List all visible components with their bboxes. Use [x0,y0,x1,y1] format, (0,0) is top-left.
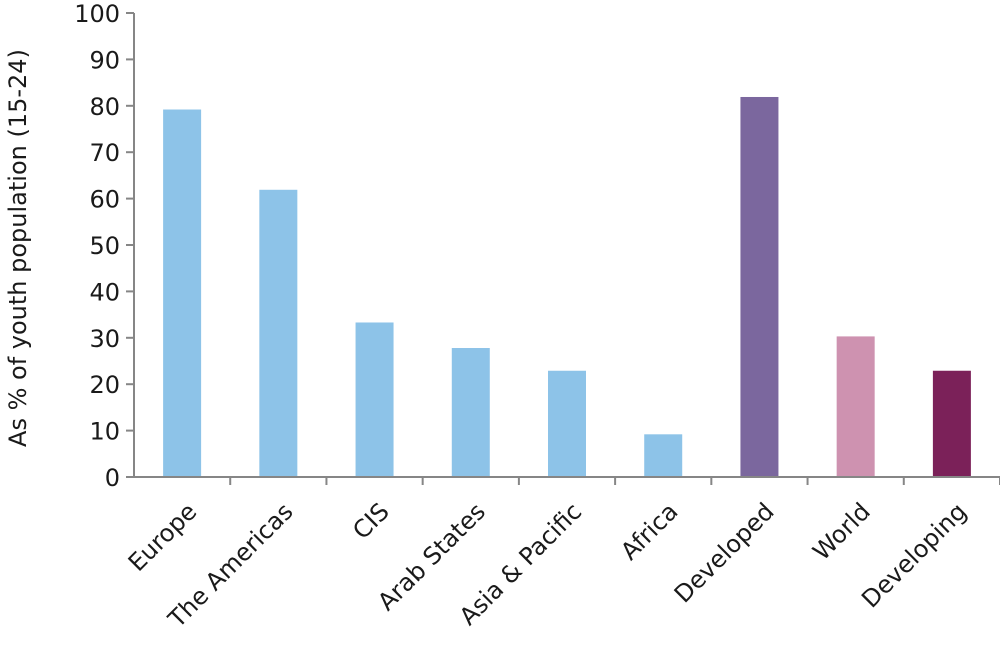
x-tick-label: Developing [856,497,972,613]
x-ticks [229,477,1000,485]
y-tick-label: 10 [89,418,120,446]
y-tick-label: 100 [74,0,120,28]
x-tick-label: Africa [615,497,683,565]
y-tick-label: 70 [89,139,120,167]
y-tick-label: 40 [89,278,120,306]
y-tick-label: 0 [105,464,120,492]
y-axis-title: As % of youth population (15-24) [4,49,32,447]
bar [548,370,586,477]
bar [259,189,298,477]
bar [644,434,683,477]
y-tick-label: 50 [89,232,120,260]
y-tick-label: 80 [89,93,120,121]
y-tick-label: 90 [89,46,120,74]
y-ticks: 0 10 20 30 40 50 60 70 80 90 100 [74,0,134,492]
x-tick-label: CIS [347,497,394,544]
bar [355,322,394,477]
bar [836,336,875,477]
x-tick-label: Developed [669,497,780,608]
bar [451,348,490,477]
y-tick-label: 60 [89,186,120,214]
bar [932,370,971,477]
x-tick-label: Europe [123,497,202,576]
x-tick-label: World [807,497,875,565]
bar [740,96,779,477]
y-tick-label: 20 [89,371,120,399]
bar [163,109,202,478]
y-tick-label: 30 [89,325,120,353]
bars [163,96,971,478]
